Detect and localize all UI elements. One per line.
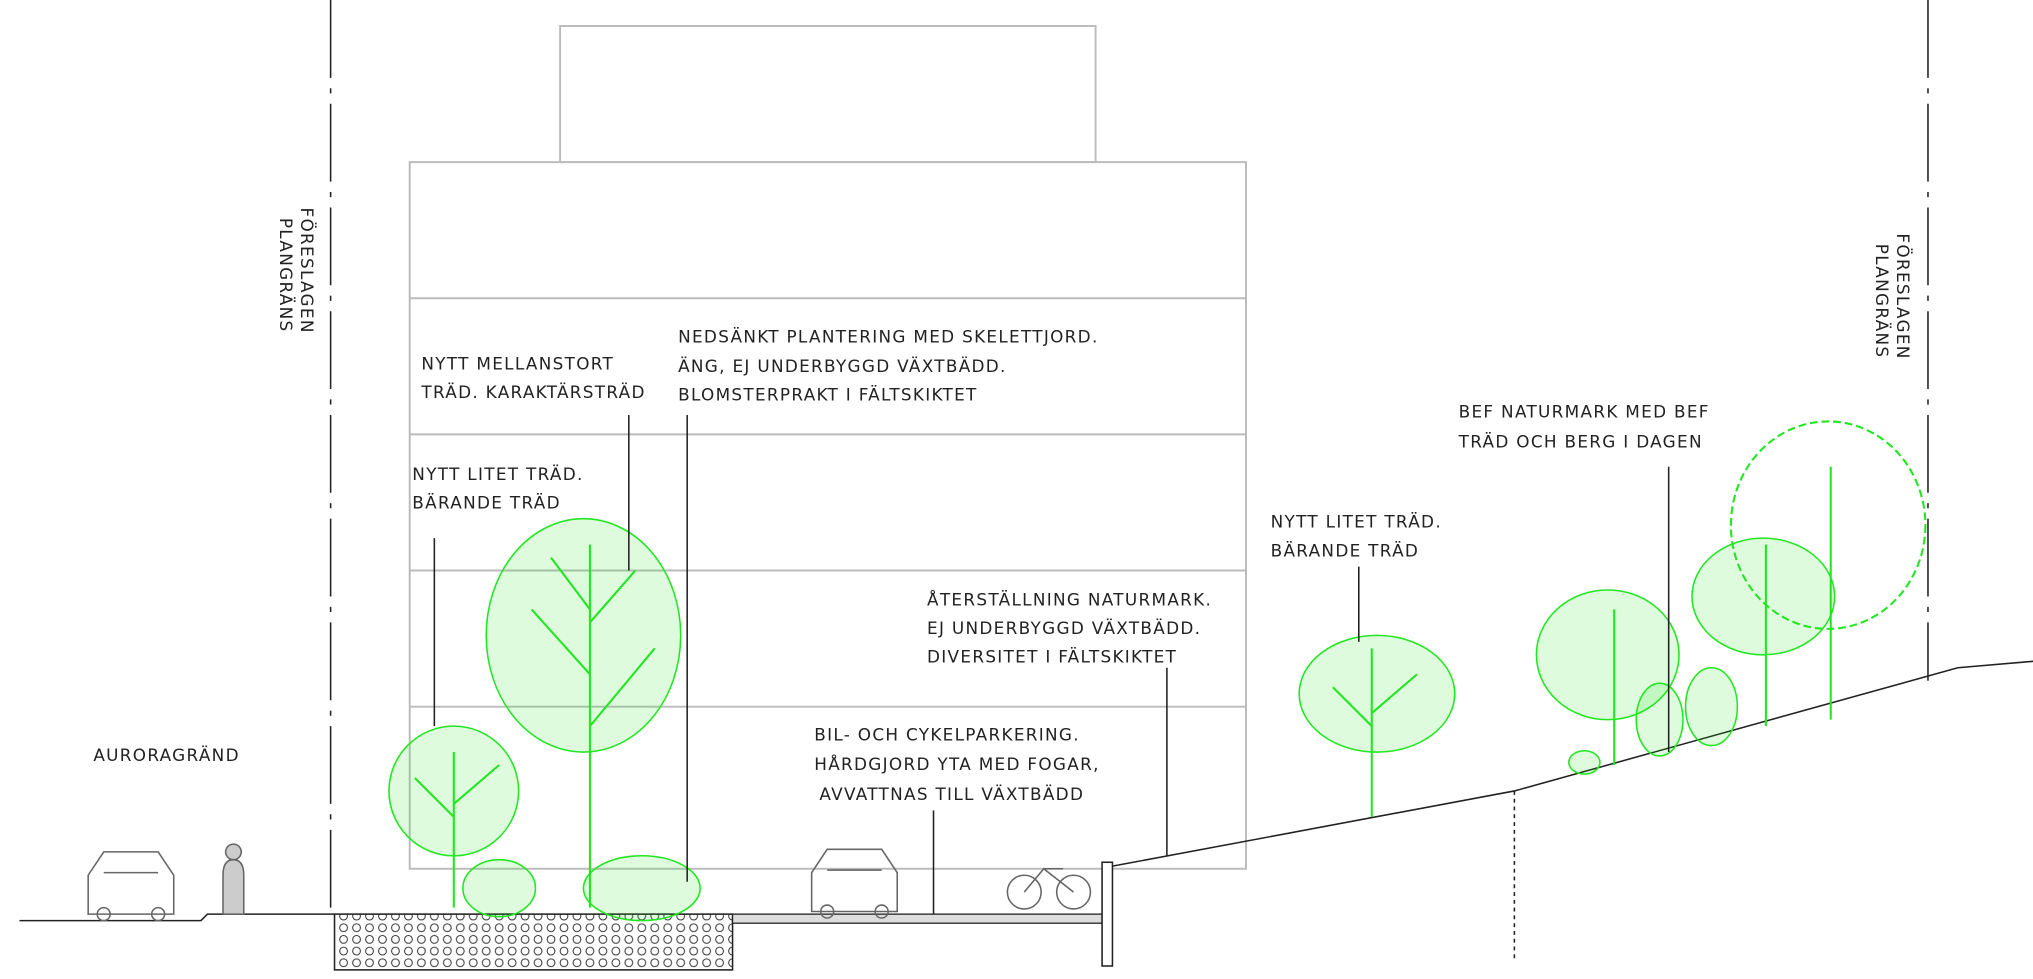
text-line: BEF NATURMARK MED BEF <box>1459 402 1710 422</box>
text-line: TRÄD. KARAKTÄRSTRÄD <box>420 382 645 402</box>
section-drawing: FÖRESLAGENPLANGRÄNS FÖRESLAGENPLANGRÄNS … <box>0 0 2033 979</box>
text-line: ÄNG, EJ UNDERBYGGD VÄXTBÄDD. <box>678 356 1007 376</box>
text-line: DIVERSITET I FÄLTSKIKTET <box>927 647 1177 667</box>
annotation: NYTT LITET TRÄD. BÄRANDE TRÄD <box>1271 512 1442 561</box>
text-line: NEDSÄNKT PLANTERING MED SKELETTJORD. <box>678 326 1098 346</box>
plan-boundary-label: FÖRESLAGENPLANGRÄNS <box>1872 233 1914 359</box>
text-line: BLOMSTERPRAKT I FÄLTSKIKTET <box>678 385 978 405</box>
trees <box>389 421 1925 920</box>
text-line: AVVATTNAS TILL VÄXTBÄDD <box>819 784 1084 804</box>
text-line: NYTT MELLANSTORT <box>421 354 614 374</box>
text-line: ÅTERSTÄLLNING NATURMARK. <box>927 589 1212 610</box>
text-line: NYTT LITET TRÄD. <box>412 464 583 484</box>
text-line: HÅRDGJORD YTA MED FOGAR, <box>814 753 1100 774</box>
text-line: NYTT LITET TRÄD. <box>1271 512 1442 532</box>
text-line: PLANGRÄNS <box>276 218 296 333</box>
annotation: ÅTERSTÄLLNING NATURMARK. EJ UNDERBYGGD VÄ… <box>927 589 1212 667</box>
street-label: AURORAGRÄND <box>93 745 240 765</box>
annotation: NYTT LITET TRÄD. BÄRANDE TRÄD <box>412 464 583 513</box>
text-line: FÖRESLAGEN <box>297 207 318 333</box>
plan-boundary-label: FÖRESLAGENPLANGRÄNS <box>276 207 318 333</box>
text-line: BÄRANDE TRÄD <box>412 492 561 512</box>
text-line: TRÄD OCH BERG I DAGEN <box>1458 431 1703 451</box>
annotation: NEDSÄNKT PLANTERING MED SKELETTJORD. ÄNG,… <box>678 326 1098 404</box>
text-line: EJ UNDERBYGGD VÄXTBÄDD. <box>927 618 1201 638</box>
text-line: BÄRANDE TRÄD <box>1271 540 1420 560</box>
text-line: BIL- OCH CYKELPARKERING. <box>814 724 1080 744</box>
annotation: NYTT MELLANSTORT TRÄD. KARAKTÄRSTRÄD <box>420 354 645 403</box>
annotation: BIL- OCH CYKELPARKERING. HÅRDGJORD YTA ME… <box>814 724 1100 804</box>
text-line: PLANGRÄNS <box>1872 244 1892 359</box>
text-line: FÖRESLAGEN <box>1893 233 1914 359</box>
annotation: BEF NATURMARK MED BEF TRÄD OCH BERG I DAG… <box>1458 402 1710 452</box>
